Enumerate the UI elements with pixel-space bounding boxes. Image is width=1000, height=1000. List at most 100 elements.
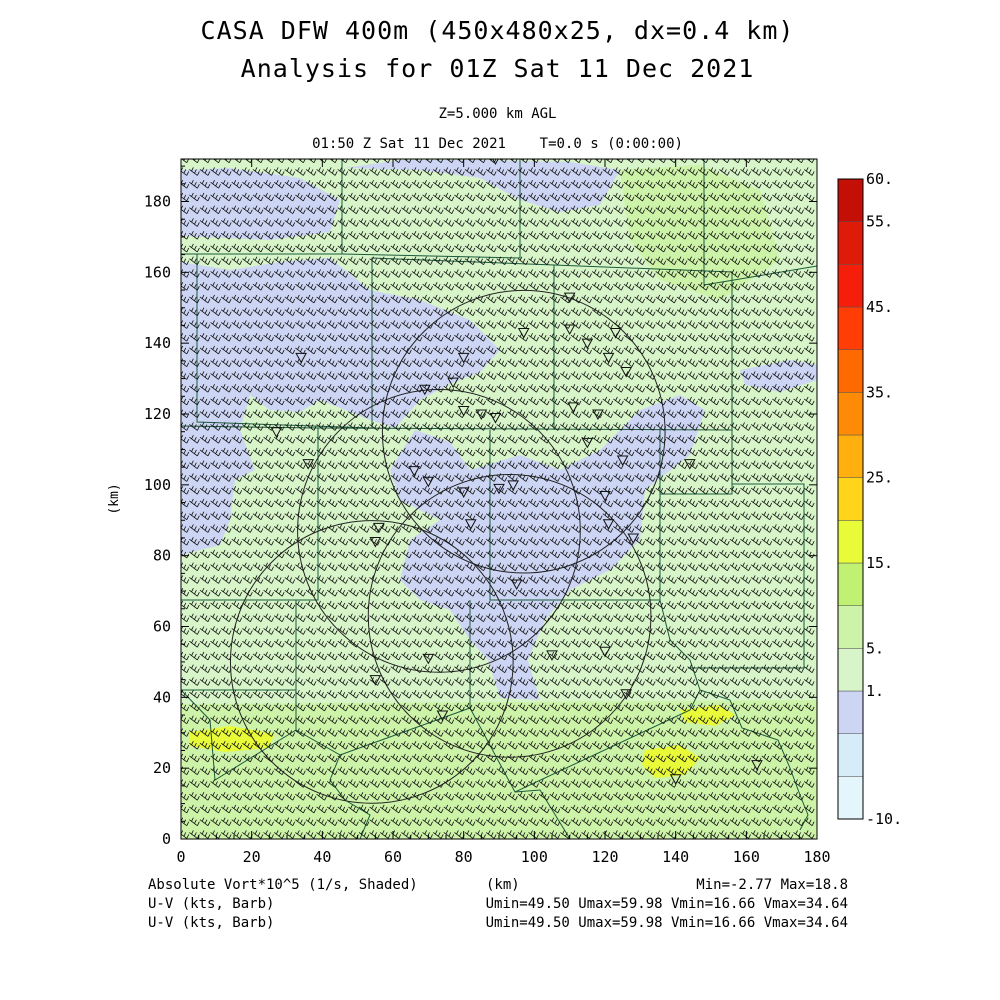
wind-barb <box>284 371 296 380</box>
wind-barb <box>379 320 391 329</box>
wind-barb <box>549 511 561 521</box>
wind-barb <box>549 422 561 431</box>
wind-barb <box>793 320 804 329</box>
wind-barb <box>242 435 253 444</box>
wind-barb <box>189 779 200 788</box>
wind-barb <box>284 218 296 227</box>
wind-barb <box>644 779 656 788</box>
wind-barb <box>803 690 815 699</box>
wind-barb <box>655 766 667 776</box>
wind-barb <box>231 766 243 776</box>
wind-barb <box>358 498 370 508</box>
wind-barb <box>454 243 465 253</box>
wind-barb <box>411 358 423 368</box>
wind-barb <box>432 205 444 215</box>
wind-barb <box>644 409 656 419</box>
wind-barb <box>485 447 497 457</box>
wind-barb <box>719 192 730 202</box>
wind-barb <box>231 639 243 648</box>
wind-barb <box>602 409 614 419</box>
wind-barb <box>570 345 582 355</box>
wind-barb <box>666 218 677 227</box>
wind-barb <box>687 345 698 355</box>
wind-barb <box>263 333 274 342</box>
wind-barb <box>740 626 751 635</box>
wind-barb <box>676 766 688 776</box>
wind-barb <box>411 677 423 686</box>
wind-barb <box>220 562 232 572</box>
wind-barb <box>740 180 751 189</box>
wind-barb <box>528 588 539 597</box>
wind-barb <box>464 307 476 317</box>
wind-barb <box>613 549 624 559</box>
x-tick-label: 120 <box>591 848 618 866</box>
wind-barb <box>443 537 455 546</box>
wind-barb <box>517 218 529 227</box>
wind-barb <box>687 435 698 444</box>
colorbar-swatch <box>837 477 864 521</box>
wind-barb <box>634 498 645 508</box>
wind-barb <box>390 256 402 266</box>
wind-barb <box>530 159 539 164</box>
wind-barb <box>485 588 497 597</box>
wind-barb <box>390 345 402 355</box>
wind-barb <box>358 715 370 725</box>
wind-barb <box>369 205 380 215</box>
wind-barb <box>443 269 455 278</box>
wind-barb <box>581 613 592 623</box>
wind-barb <box>538 333 550 342</box>
wind-barb <box>623 486 635 495</box>
wind-barb <box>570 180 582 189</box>
wind-barb <box>475 524 486 533</box>
wind-barb <box>284 511 296 521</box>
wind-barb <box>793 588 804 597</box>
wind-barb <box>666 269 677 278</box>
wind-barb <box>181 371 190 380</box>
wind-barb <box>358 575 370 584</box>
wind-barb <box>252 804 264 814</box>
wind-barb <box>475 830 486 839</box>
wind-barb <box>666 243 677 253</box>
wind-barb <box>284 358 296 368</box>
wind-barb <box>583 159 592 164</box>
wind-barb <box>549 307 561 317</box>
wind-barb <box>220 180 232 189</box>
wind-barb <box>761 396 773 406</box>
wind-barb <box>316 256 327 266</box>
wind-barb <box>316 218 327 227</box>
wind-barb <box>199 817 211 827</box>
wind-barb <box>708 243 720 253</box>
wind-barb <box>528 460 539 470</box>
wind-barb <box>231 753 243 763</box>
wind-barb <box>467 159 476 164</box>
wind-barb <box>570 218 582 227</box>
wind-barb <box>517 422 529 431</box>
wind-barb <box>793 371 804 380</box>
wind-barb <box>432 626 444 635</box>
wind-barb <box>655 243 667 253</box>
wind-barb <box>432 677 444 686</box>
wind-barb <box>753 159 762 164</box>
wind-barb <box>369 728 380 737</box>
wind-barb <box>793 384 804 393</box>
wind-barb <box>199 588 211 597</box>
wind-barb <box>337 549 349 559</box>
wind-barb <box>623 320 635 329</box>
wind-barb <box>496 575 508 584</box>
wind-barb <box>655 664 667 674</box>
wind-barb <box>454 562 465 572</box>
wind-barb <box>687 613 698 623</box>
wind-barb <box>719 231 730 240</box>
wind-barb <box>602 651 614 661</box>
wind-barb <box>615 159 624 164</box>
wind-barb <box>782 664 794 674</box>
wind-barb <box>602 677 614 686</box>
wind-barb <box>634 766 645 776</box>
wind-barb <box>509 159 518 164</box>
wind-barb <box>422 588 433 597</box>
wind-barb <box>273 435 285 444</box>
wind-barb <box>348 371 359 380</box>
wind-barb <box>189 766 200 776</box>
wind-barb <box>740 741 751 750</box>
wind-barb <box>443 728 455 737</box>
